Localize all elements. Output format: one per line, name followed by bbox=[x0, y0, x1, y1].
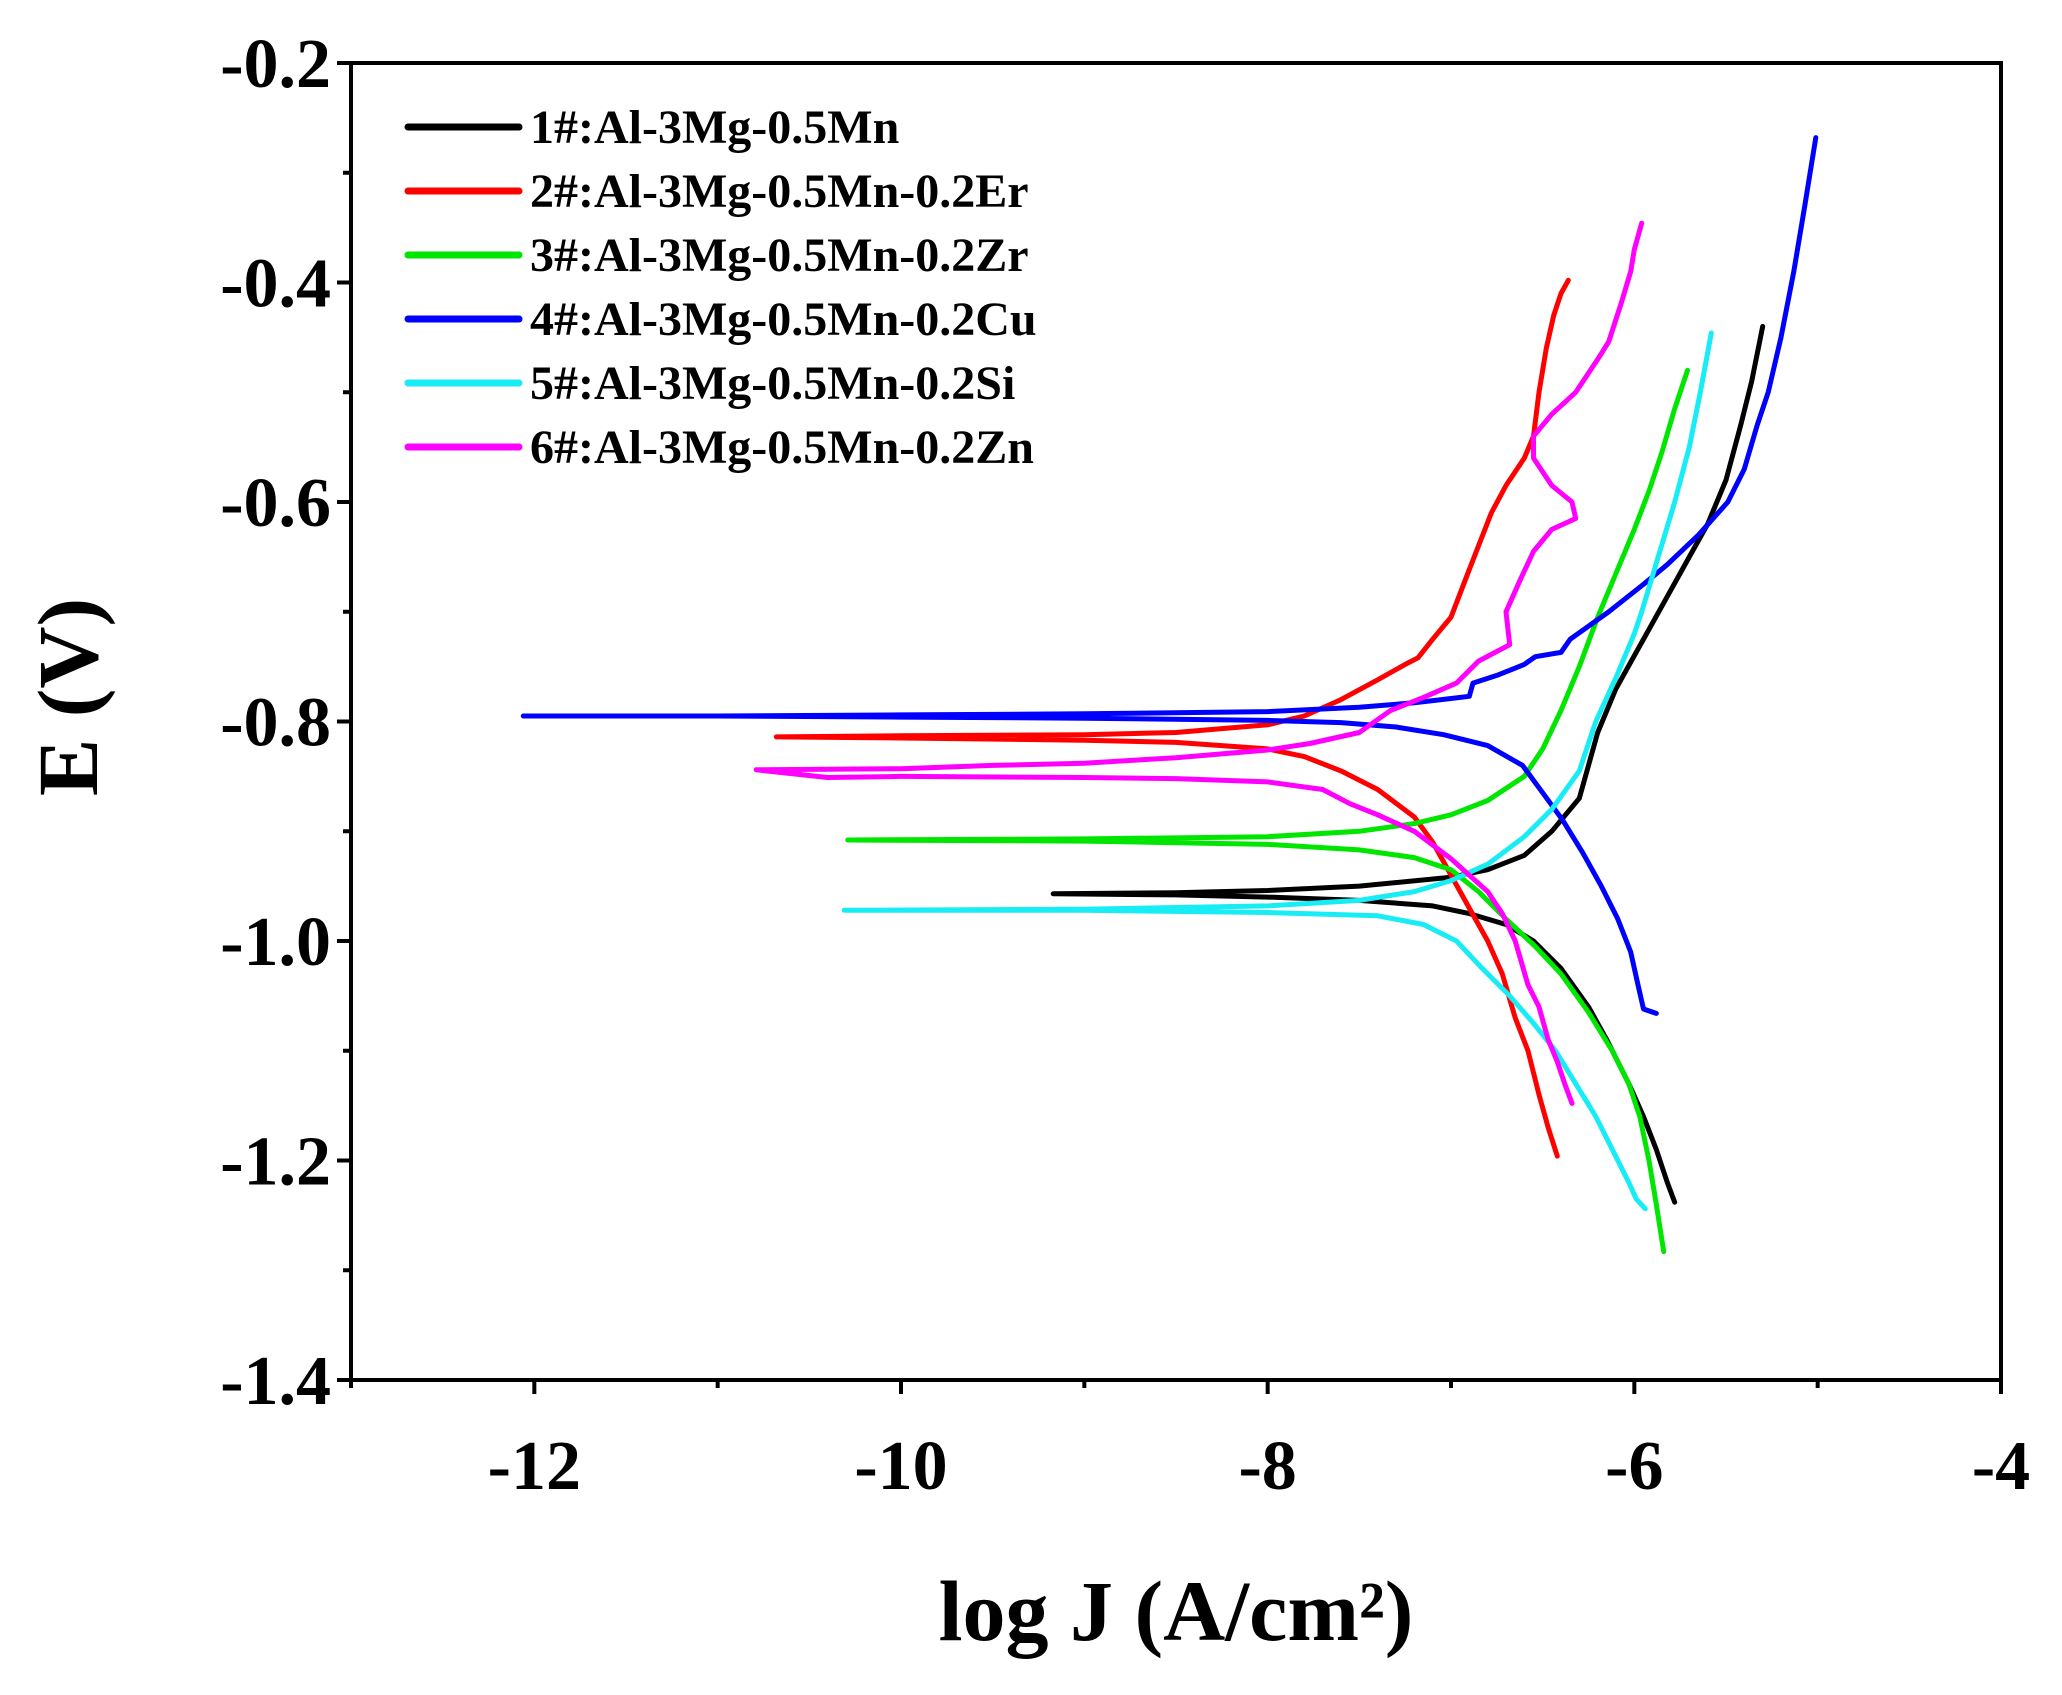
x-tick-label: -8 bbox=[1239, 1428, 1297, 1505]
y-tick-label: -0.2 bbox=[220, 26, 331, 103]
series-line-2 bbox=[773, 277, 1571, 1159]
axis-tick-labels: -12 -10 -8 -6 -4 -0.2 -0.4 -0.6 -0.8 -1.0 -1.2 -1.4 bbox=[220, 26, 2030, 1505]
legend-item: 3#:Al-3Mg-0.5Mn-0.2Zr bbox=[404, 229, 1029, 282]
y-tick-label: -1.4 bbox=[220, 1343, 331, 1420]
series-line-4 bbox=[520, 135, 1819, 1016]
legend-item: 5#:Al-3Mg-0.5Mn-0.2Si bbox=[404, 357, 1015, 410]
y-tick-label: -1.2 bbox=[220, 1124, 331, 1201]
legend-label: 5#:Al-3Mg-0.5Mn-0.2Si bbox=[530, 357, 1015, 410]
legend-label: 1#:Al-3Mg-0.5Mn bbox=[530, 101, 899, 154]
x-tick-label: -4 bbox=[1972, 1428, 2030, 1505]
legend-item: 2#:Al-3Mg-0.5Mn-0.2Er bbox=[404, 165, 1029, 218]
legend: 1#:Al-3Mg-0.5Mn 2#:Al-3Mg-0.5Mn-0.2Er 3#:A… bbox=[404, 101, 1037, 474]
series-line-3 bbox=[845, 367, 1690, 1255]
y-tick-label: -1.0 bbox=[220, 904, 331, 981]
legend-label: 3#:Al-3Mg-0.5Mn-0.2Zr bbox=[530, 229, 1029, 282]
y-tick-label: -0.6 bbox=[220, 465, 331, 542]
x-tick-label: -12 bbox=[488, 1428, 581, 1505]
legend-item: 1#:Al-3Mg-0.5Mn bbox=[404, 101, 899, 154]
legend-label: 2#:Al-3Mg-0.5Mn-0.2Er bbox=[530, 165, 1029, 218]
legend-item: 4#:Al-3Mg-0.5Mn-0.2Cu bbox=[404, 293, 1037, 346]
x-axis-title: log J (A/cm²) bbox=[939, 1563, 1414, 1659]
series-line-1 bbox=[1050, 323, 1766, 1205]
legend-item: 6#:Al-3Mg-0.5Mn-0.2Zn bbox=[404, 421, 1034, 474]
legend-label: 4#:Al-3Mg-0.5Mn-0.2Cu bbox=[530, 293, 1037, 346]
y-tick-label: -0.4 bbox=[220, 246, 331, 323]
x-tick-label: -10 bbox=[854, 1428, 947, 1505]
series-line-6 bbox=[753, 220, 1645, 1106]
plot-frame bbox=[349, 61, 2003, 1382]
x-tick-label: -6 bbox=[1605, 1428, 1663, 1505]
y-axis-title: E (V) bbox=[20, 598, 116, 796]
legend-label: 6#:Al-3Mg-0.5Mn-0.2Zn bbox=[530, 421, 1034, 474]
series-line-5 bbox=[841, 330, 1714, 1212]
y-tick-label: -0.8 bbox=[220, 685, 331, 762]
data-series bbox=[520, 135, 1819, 1255]
